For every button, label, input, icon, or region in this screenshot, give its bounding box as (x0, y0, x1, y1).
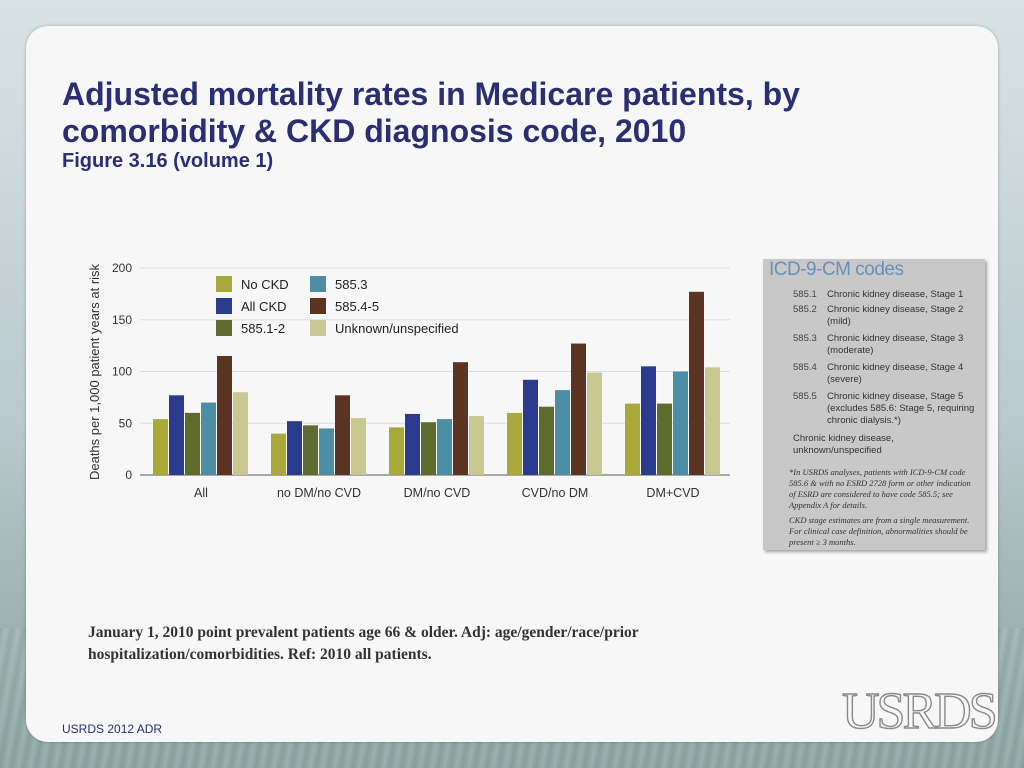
bar-unknown-unspecified-cvd-no-dm (587, 372, 602, 475)
icd-description: Chronic kidney disease, Stage 3 (moderat… (827, 333, 964, 356)
icd-code: 585.2 (793, 304, 817, 315)
bar-585-3-dm-no-cvd (437, 419, 452, 475)
chart-legend: No CKD All CKD 585.1-2 585.3 585.4-5 Unknown/… (216, 276, 459, 336)
bar-no-ckd-all (153, 419, 168, 475)
bar-unknown-unspecified-dm-no-cvd (469, 416, 484, 475)
bar-all-ckd-no-dm-no-cvd (287, 421, 302, 475)
x-tick-label: DM/no CVD (404, 486, 471, 500)
usrds-logo: USRDS (841, 682, 998, 740)
icd-unknown-label: Chronic kidney disease, unknown/unspecif… (793, 433, 894, 456)
slide-title: Adjusted mortality rates in Medicare pat… (62, 76, 800, 149)
icd-note-dialysis: *In USRDS analyses, patients with ICD-9-… (789, 467, 971, 510)
icd-note-stage: CKD stage estimates are from a single me… (789, 515, 970, 547)
bar-all-ckd-dm-no-cvd (405, 413, 420, 475)
chart-x-ticks: All no DM/no CVD DM/no CVD CVD/no DM DM+CVD (194, 486, 700, 500)
bar-585-1-2-cvd-no-dm (539, 406, 554, 475)
bar-585-3-all (201, 402, 216, 475)
bar-unknown-unspecified-no-dm-no-cvd (351, 418, 366, 475)
icd-description: Chronic kidney disease, Stage 2 (mild) (827, 304, 964, 327)
bar-all-ckd-dm-cvd (641, 366, 656, 475)
legend-swatch (310, 320, 326, 336)
icd-code: 585.4 (793, 362, 817, 373)
bar-no-ckd-cvd-no-dm (507, 412, 522, 475)
legend-swatch (310, 298, 326, 314)
x-tick-label: DM+CVD (646, 486, 699, 500)
bar-585-4-5-all (217, 355, 232, 475)
bar-585-3-dm-cvd (673, 371, 688, 475)
chart-y-axis-label: Deaths per 1,000 patient years at risk (87, 263, 102, 480)
chart-footnote: January 1, 2010 point prevalent patients… (88, 624, 639, 663)
y-tick-label: 200 (112, 261, 132, 275)
bar-585-1-2-dm-no-cvd (421, 422, 436, 475)
bar-all-ckd-cvd-no-dm (523, 379, 538, 475)
icd-code: 585.3 (793, 333, 817, 344)
icd-description: Chronic kidney disease, Stage 4 (severe) (827, 362, 964, 385)
legend-swatch (216, 320, 232, 336)
icd-code: 585.5 (793, 391, 817, 402)
footer-source: USRDS 2012 ADR (62, 722, 163, 736)
bar-no-ckd-dm-cvd (625, 403, 640, 475)
icd-codes-panel: ICD-9-CM codes 585.1 Chronic kidney disea… (763, 259, 985, 550)
legend-swatch (216, 276, 232, 292)
bar-585-3-cvd-no-dm (555, 390, 570, 475)
bar-all-ckd-all (169, 395, 184, 475)
bar-585-4-5-dm-no-cvd (453, 362, 468, 475)
legend-label: 585.3 (335, 277, 368, 292)
legend-swatch (216, 298, 232, 314)
icd-code: 585.1 (793, 289, 817, 300)
bar-585-1-2-dm-cvd (657, 403, 672, 475)
bar-585-4-5-dm-cvd (689, 291, 704, 475)
bar-585-1-2-no-dm-no-cvd (303, 425, 318, 475)
y-tick-label: 100 (112, 365, 132, 379)
chart-bars (153, 291, 720, 475)
legend-label: No CKD (241, 277, 289, 292)
x-tick-label: no DM/no CVD (277, 486, 361, 500)
bar-unknown-unspecified-all (233, 392, 248, 475)
x-tick-label: CVD/no DM (522, 486, 589, 500)
y-tick-label: 50 (119, 416, 133, 430)
legend-label: 585.4-5 (335, 299, 379, 314)
legend-label: Unknown/unspecified (335, 321, 459, 336)
y-tick-label: 0 (125, 468, 132, 482)
legend-swatch (310, 276, 326, 292)
bar-585-4-5-cvd-no-dm (571, 343, 586, 475)
bar-585-3-no-dm-no-cvd (319, 428, 334, 475)
icd-description: Chronic kidney disease, Stage 5 (exclude… (827, 391, 975, 426)
legend-label: All CKD (241, 299, 287, 314)
icd-panel-title: ICD-9-CM codes (769, 259, 904, 280)
bar-unknown-unspecified-dm-cvd (705, 367, 720, 475)
legend-label: 585.1-2 (241, 321, 285, 336)
chart-y-ticks: 0 50 100 150 200 (112, 261, 132, 482)
bar-585-1-2-all (185, 412, 200, 475)
x-tick-label: All (194, 486, 208, 500)
bar-585-4-5-no-dm-no-cvd (335, 395, 350, 475)
bar-no-ckd-dm-no-cvd (389, 427, 404, 475)
icd-description: Chronic kidney disease, Stage 1 (827, 289, 964, 300)
y-tick-label: 150 (112, 313, 132, 327)
bar-no-ckd-no-dm-no-cvd (271, 433, 286, 475)
mortality-bar-chart: 0 50 100 150 200 All no DM/no CVD DM/no CVD CVD… (87, 261, 730, 500)
slide-subtitle: Figure 3.16 (volume 1) (62, 150, 274, 172)
